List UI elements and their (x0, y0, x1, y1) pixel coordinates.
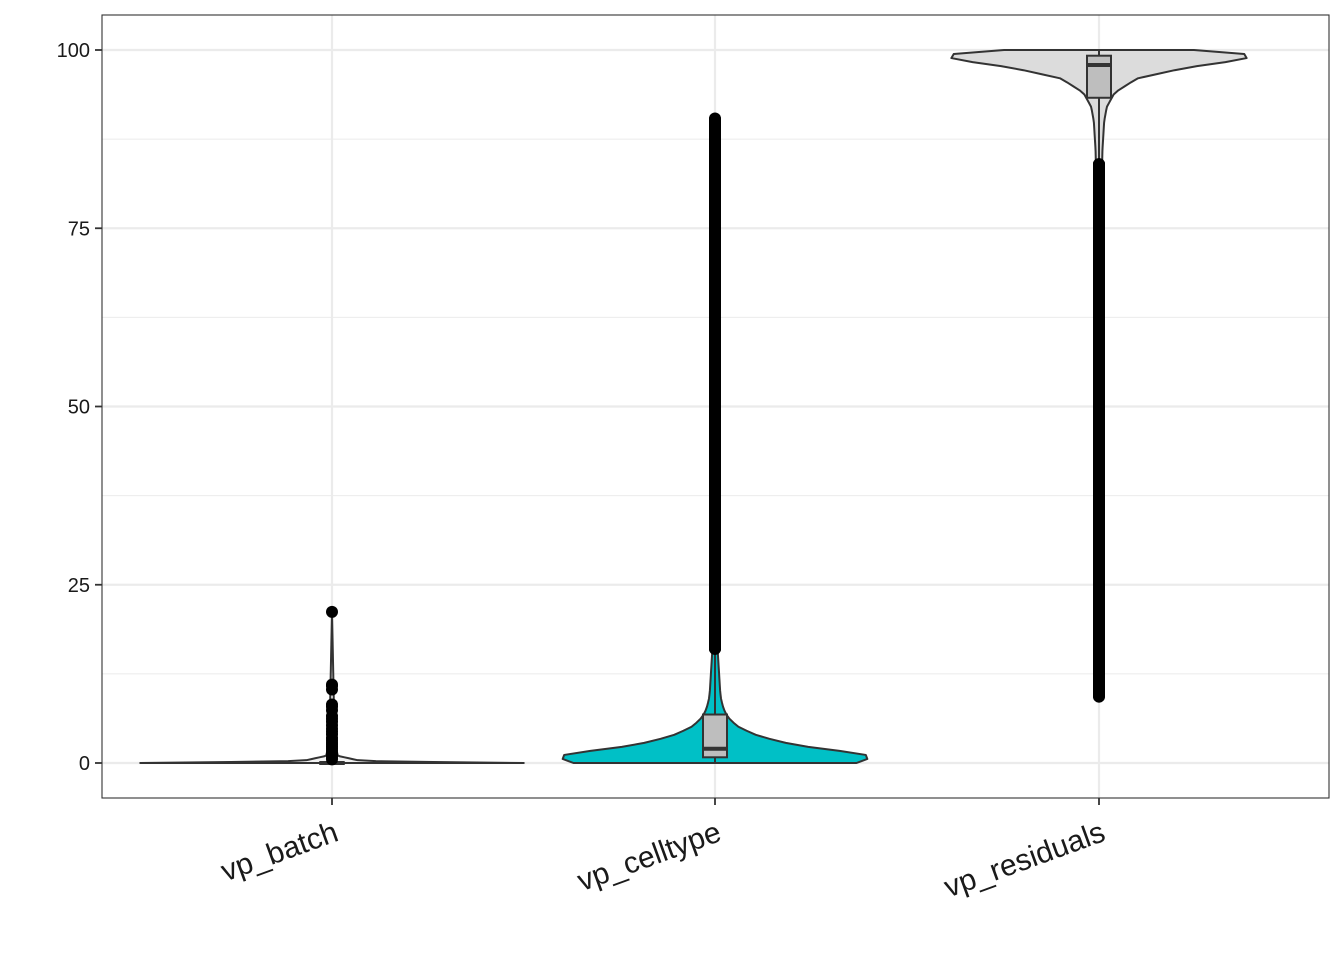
outlier-point-vp_celltype (709, 112, 721, 125)
y-tick-label: 25 (68, 575, 90, 597)
outlier-point-vp_batch (326, 605, 338, 618)
outlier-points (326, 112, 1105, 766)
y-tick-label: 50 (68, 397, 90, 419)
outlier-point-vp_batch (326, 698, 338, 711)
box-vp_residuals (1086, 54, 1112, 99)
y-tick-label: 100 (57, 40, 90, 62)
y-tick-label: 0 (79, 753, 90, 775)
y-tick-label: 75 (68, 218, 90, 240)
outlier-point-vp_residuals (1093, 690, 1105, 703)
outlier-point-vp_batch (326, 678, 338, 691)
box-vp_celltype (702, 713, 728, 759)
boxplots (319, 50, 1112, 765)
